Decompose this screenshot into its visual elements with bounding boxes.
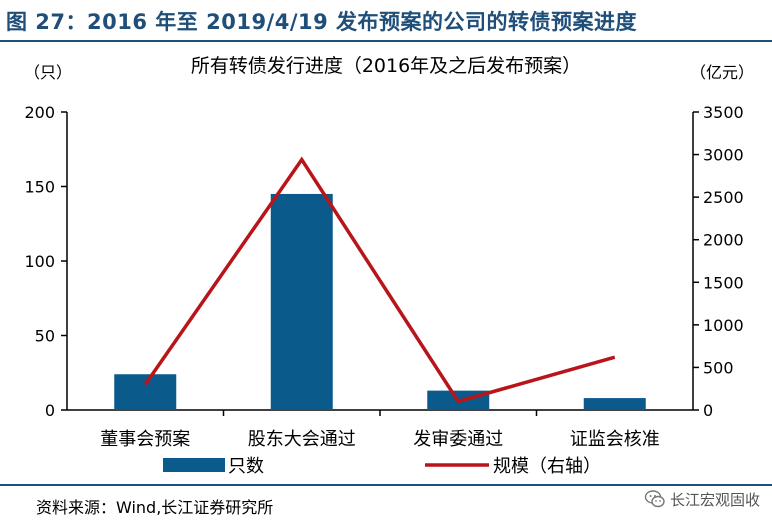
footer-rule <box>0 484 772 486</box>
line-series <box>143 156 616 404</box>
left-tick-label: 50 <box>35 327 55 346</box>
legend: 只数 规模（右轴） <box>163 456 601 477</box>
left-tick-label: 0 <box>45 401 55 420</box>
category-label: 股东大会通过 <box>248 429 356 450</box>
right-axis-unit: （亿元） <box>690 63 754 82</box>
left-tick-label: 100 <box>24 252 55 271</box>
category-label: 证监会核准 <box>570 429 660 450</box>
bar <box>583 398 646 410</box>
right-tick-label: 0 <box>703 401 713 420</box>
right-tick-label: 2500 <box>703 188 744 207</box>
watermark-text: 长江宏观固收 <box>669 490 760 509</box>
wechat-icon <box>644 490 665 508</box>
category-label: 发审委通过 <box>413 429 503 450</box>
legend-line-label: 规模（右轴） <box>493 456 601 477</box>
source-note: 资料来源：Wind,长江证券研究所 <box>36 498 274 517</box>
legend-bar-label: 只数 <box>228 456 264 477</box>
right-tick-label: 1500 <box>703 273 744 292</box>
legend-bar-swatch <box>163 458 225 472</box>
right-tick-label: 1000 <box>703 316 744 335</box>
left-axis-unit: （只） <box>24 63 72 82</box>
right-tick-label: 3000 <box>703 146 744 165</box>
right-tick-label: 2000 <box>703 231 744 250</box>
combo-chart: 所有转债发行进度（2016年及之后发布预案） （只） （亿元） 0 50 100 15… <box>24 55 754 477</box>
left-tick-label: 200 <box>24 103 55 122</box>
category-label: 董事会预案 <box>100 429 190 450</box>
scale-line <box>143 156 616 404</box>
watermark: 长江宏观固收 <box>644 488 760 510</box>
bar <box>114 374 177 410</box>
category-labels: 董事会预案 股东大会通过 发审委通过 证监会核准 <box>100 429 660 450</box>
chart-title: 所有转债发行进度（2016年及之后发布预案） <box>191 55 581 77</box>
left-tick-label: 150 <box>24 178 55 197</box>
figure-caption: 图 27：2016 年至 2019/4/19 发布预案的公司的转债预案进度 <box>6 10 638 34</box>
bar <box>270 193 333 410</box>
bar-series <box>114 193 646 410</box>
caption-rule <box>0 40 772 42</box>
right-tick-label: 3500 <box>703 103 744 122</box>
right-tick-label: 500 <box>703 358 734 377</box>
